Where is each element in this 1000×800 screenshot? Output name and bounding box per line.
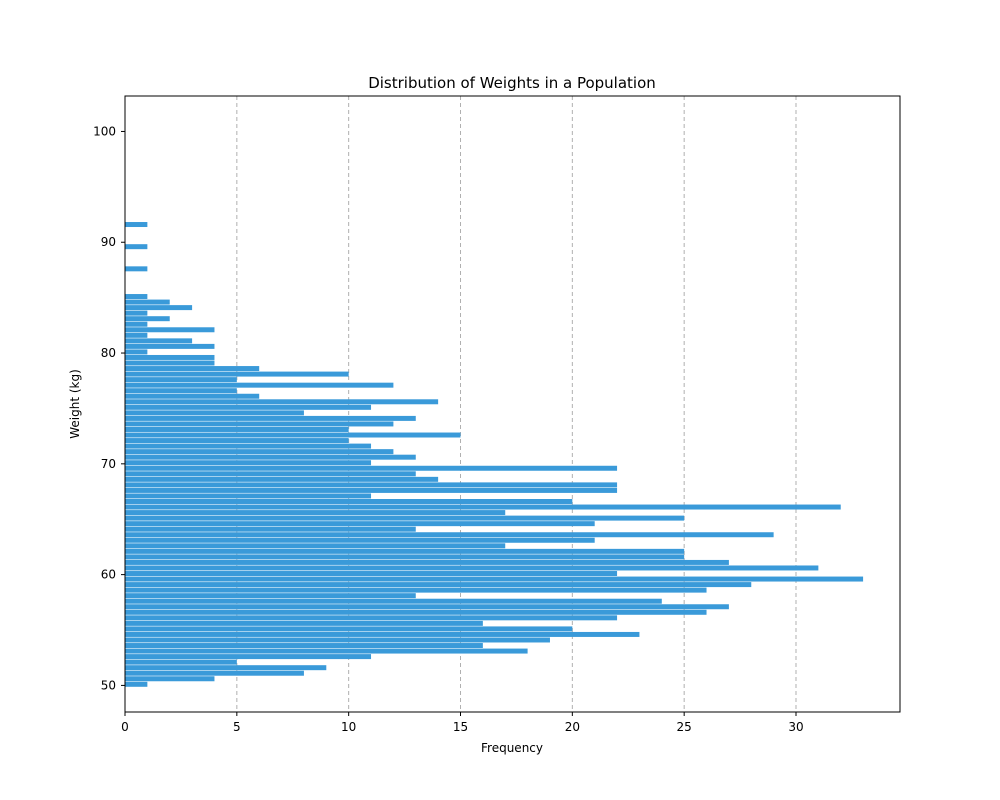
y-tick-label: 100 [93, 124, 116, 138]
bar [125, 548, 685, 554]
bar [125, 294, 148, 300]
bar [125, 493, 372, 499]
bar [125, 465, 618, 471]
bar [125, 582, 752, 588]
bar [125, 371, 349, 377]
bar [125, 410, 304, 416]
bar [125, 349, 148, 355]
bar [125, 554, 685, 560]
bar [125, 438, 349, 444]
bar [125, 393, 260, 399]
bar [125, 266, 148, 272]
bar [125, 399, 439, 405]
bar [125, 543, 506, 549]
x-tick-label: 10 [341, 720, 356, 734]
bar [125, 454, 416, 460]
chart-title: Distribution of Weights in a Population [368, 74, 656, 92]
bar [125, 576, 864, 582]
bar [125, 626, 573, 632]
bar [125, 654, 372, 660]
bar [125, 598, 662, 604]
bar [125, 415, 416, 421]
bar [125, 449, 394, 455]
bar [125, 327, 215, 333]
y-ticks: 50 60 70 80 90 100 [93, 124, 125, 692]
plot-frame [124, 95, 901, 713]
bar [125, 670, 304, 676]
x-axis-label: Frequency [481, 741, 543, 755]
bar [125, 643, 483, 649]
bar [125, 382, 394, 388]
y-tick-label: 60 [101, 568, 116, 582]
bar [125, 360, 215, 366]
x-tick-label: 0 [121, 720, 129, 734]
bar [125, 426, 349, 432]
bar [125, 421, 394, 427]
bar [125, 316, 170, 322]
bar [125, 565, 819, 571]
x-tick-label: 20 [565, 720, 580, 734]
bar [125, 343, 215, 349]
bar [125, 637, 550, 643]
bar [125, 681, 148, 687]
bar [125, 404, 372, 410]
bar [125, 609, 707, 615]
bar [125, 504, 841, 510]
bar [125, 443, 372, 449]
bar [125, 593, 416, 599]
bars [125, 222, 864, 687]
x-ticks: 0 5 10 15 20 25 30 [121, 712, 804, 734]
bar [125, 354, 215, 360]
bar [125, 299, 170, 305]
bar [125, 521, 595, 527]
bar [125, 659, 237, 665]
y-tick-label: 50 [101, 678, 116, 692]
bar [125, 537, 595, 543]
x-tick-label: 15 [453, 720, 468, 734]
bar [125, 487, 618, 493]
bar [125, 310, 148, 316]
bar [125, 482, 618, 488]
bar [125, 526, 416, 532]
bar [125, 676, 215, 682]
bar [125, 620, 483, 626]
bar [125, 648, 528, 654]
bar [125, 338, 193, 344]
x-tick-label: 30 [788, 720, 803, 734]
bar [125, 388, 237, 394]
bar [125, 665, 327, 671]
bar [125, 510, 506, 516]
x-tick-label: 5 [233, 720, 241, 734]
y-tick-label: 70 [101, 457, 116, 471]
bar [125, 499, 573, 504]
bar [125, 476, 439, 482]
bar [125, 559, 729, 565]
bar [125, 460, 372, 466]
bar [125, 615, 618, 621]
bar [125, 222, 148, 228]
y-tick-label: 80 [101, 346, 116, 360]
bar [125, 471, 416, 477]
bar [125, 366, 260, 372]
y-tick-label: 90 [101, 235, 116, 249]
bar [125, 571, 618, 577]
x-tick-label: 25 [677, 720, 692, 734]
bar [125, 321, 148, 327]
bar [125, 377, 237, 383]
bar [125, 587, 707, 593]
bar [125, 604, 729, 610]
bar [125, 532, 774, 538]
bar [125, 332, 148, 338]
y-axis-label: Weight (kg) [68, 369, 82, 439]
bar [125, 631, 640, 637]
bar [125, 432, 461, 438]
bar [125, 244, 148, 250]
bar [125, 305, 193, 311]
bar [125, 515, 685, 521]
